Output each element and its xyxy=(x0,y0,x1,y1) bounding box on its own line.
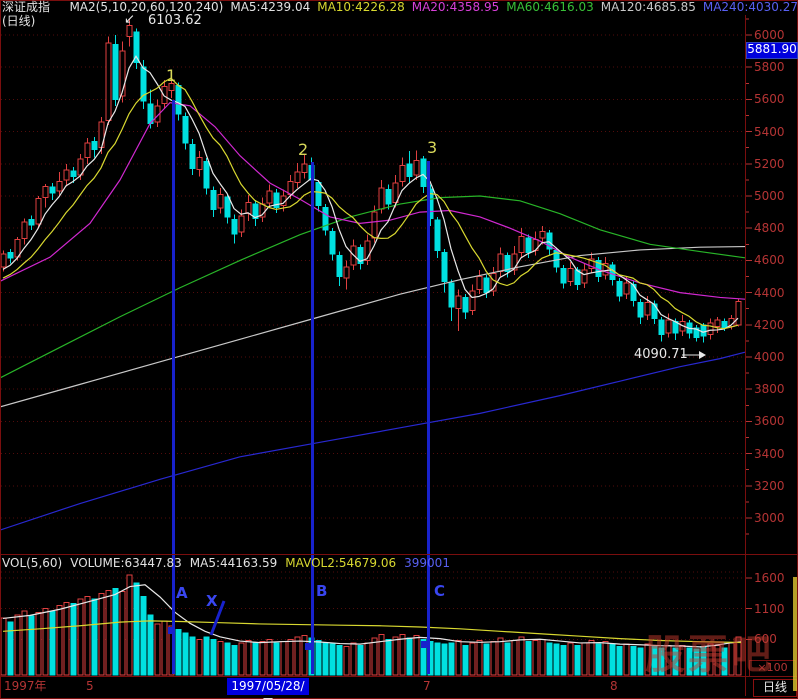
month-label: 7 xyxy=(423,679,431,693)
price-tick-label: 3000 xyxy=(754,511,785,525)
price-tick-label: 6000 xyxy=(754,28,785,42)
mark-label-b: B xyxy=(316,582,328,600)
instrument-code: 399001 xyxy=(404,556,450,570)
price-tick-label: 3600 xyxy=(754,414,785,429)
main-chart-header: 深证成指(日线) MA2(5,10,20,60,120,240) MA5:423… xyxy=(2,0,798,28)
current-price-badge: 5881.90 xyxy=(746,42,798,59)
year-label: 1997年 xyxy=(4,679,47,693)
ma240-value: MA240:4030.27 xyxy=(702,0,798,14)
volume-tick-label: 1600 xyxy=(754,571,785,585)
mavol2-value: MAVOL2:54679.06 xyxy=(285,556,397,570)
site-watermark: 股票吧 xyxy=(645,632,774,678)
volume-bars[interactable] xyxy=(0,574,742,676)
price-tick-label: 5800 xyxy=(754,60,785,75)
month-label: 8 xyxy=(610,679,618,693)
price-tick-label: 4200 xyxy=(754,317,785,332)
wave-label-2: 2 xyxy=(298,140,309,159)
ma5-value: MA5:4239.04 xyxy=(230,0,311,14)
price-tick-label: 5200 xyxy=(754,156,785,171)
price-tick-label: 4600 xyxy=(754,253,785,268)
price-tick-label: 3800 xyxy=(754,382,785,397)
ma10-value: MA10:4226.28 xyxy=(317,0,405,14)
period-selector[interactable]: 日线 xyxy=(753,679,797,697)
price-gridlines xyxy=(1,34,744,519)
peak-price-annotation: 6103.62 xyxy=(148,13,202,28)
mark-label-c: C xyxy=(434,582,446,600)
price-tick-label: 5000 xyxy=(754,189,785,203)
axis-ticks xyxy=(745,18,752,640)
price-tick-label: 3400 xyxy=(754,446,785,461)
ma60-value: MA60:4616.03 xyxy=(506,0,594,14)
vol-ma5-value: MA5:44163.59 xyxy=(189,556,278,570)
watermark-accent-strip xyxy=(793,577,797,691)
price-tick-label: 3200 xyxy=(754,478,785,493)
mark-label-x: X xyxy=(206,592,218,610)
volume-tick-label: 1100 xyxy=(754,601,785,616)
volume-ma-lines xyxy=(2,584,742,648)
volume-tick-label: 600 xyxy=(754,632,777,647)
ma-settings-label: MA2(5,10,20,60,120,240) xyxy=(69,0,224,14)
ma20-value: MA20:4358.95 xyxy=(411,0,500,14)
drawn-annotations xyxy=(168,100,706,674)
volume-pane-header: VOL(5,60) VOLUME:63447.83 MA5:44163.59 M… xyxy=(2,556,450,570)
price-tick-label: 5400 xyxy=(754,124,785,139)
price-tick-label: 4000 xyxy=(754,350,785,364)
price-tick-label: 4800 xyxy=(754,221,785,236)
month-label: 5 xyxy=(86,679,94,693)
price-tick-label: 4400 xyxy=(754,285,785,300)
volume-gridlines xyxy=(1,571,744,640)
wave-label-3: 3 xyxy=(427,138,438,157)
mark-label-a: A xyxy=(176,584,188,602)
wave-label-1: 1 xyxy=(166,66,177,85)
low-price-annotation: 4090.71 xyxy=(634,347,688,362)
vol-settings-label: VOL(5,60) xyxy=(2,556,63,570)
ma120-value: MA120:4685.85 xyxy=(600,0,696,14)
price-tick-label: 5600 xyxy=(754,92,785,107)
peak-arrow-icon: ↙ xyxy=(124,12,135,27)
volume-value: VOLUME:63447.83 xyxy=(70,556,182,570)
selected-date-badge: 1997/05/28/三 xyxy=(227,678,309,699)
instrument-title: 深证成指(日线) xyxy=(2,0,51,28)
